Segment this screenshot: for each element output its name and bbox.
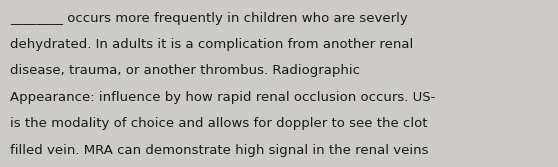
Text: is the modality of choice and allows for doppler to see the clot: is the modality of choice and allows for…: [10, 117, 427, 130]
Text: filled vein. MRA can demonstrate high signal in the renal veins: filled vein. MRA can demonstrate high si…: [10, 144, 429, 157]
Text: ________ occurs more frequently in children who are severly: ________ occurs more frequently in child…: [10, 12, 408, 25]
Text: dehydrated. In adults it is a complication from another renal: dehydrated. In adults it is a complicati…: [10, 38, 413, 51]
Text: disease, trauma, or another thrombus. Radiographic: disease, trauma, or another thrombus. Ra…: [10, 64, 360, 77]
Text: Appearance: influence by how rapid renal occlusion occurs. US-: Appearance: influence by how rapid renal…: [10, 91, 435, 104]
